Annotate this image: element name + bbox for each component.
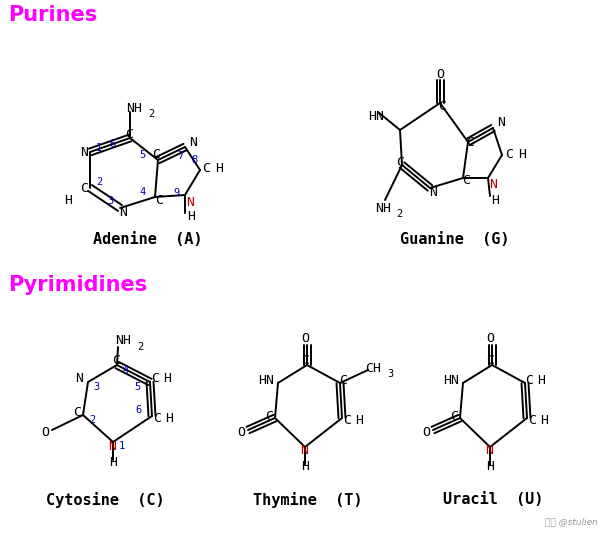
Text: HN: HN bbox=[443, 373, 459, 387]
Text: NH: NH bbox=[375, 201, 391, 215]
Text: H: H bbox=[165, 412, 173, 426]
Text: NH: NH bbox=[126, 101, 142, 114]
Text: N: N bbox=[119, 207, 127, 219]
Text: N: N bbox=[485, 444, 493, 458]
Text: C: C bbox=[202, 162, 210, 176]
Text: 7: 7 bbox=[177, 151, 183, 161]
Text: O: O bbox=[422, 426, 430, 438]
Text: HN: HN bbox=[368, 109, 384, 122]
Text: 9: 9 bbox=[173, 188, 179, 198]
Text: HN: HN bbox=[258, 373, 274, 387]
Text: 4: 4 bbox=[140, 187, 146, 197]
Text: H: H bbox=[537, 373, 545, 387]
Text: C: C bbox=[152, 148, 160, 161]
Text: 6: 6 bbox=[110, 139, 116, 149]
Text: N: N bbox=[108, 439, 116, 452]
Text: 3: 3 bbox=[93, 382, 99, 392]
Text: C: C bbox=[466, 136, 474, 148]
Text: O: O bbox=[41, 426, 49, 438]
Text: N: N bbox=[429, 186, 437, 200]
Text: C: C bbox=[80, 183, 88, 195]
Text: H: H bbox=[540, 414, 548, 428]
Text: C: C bbox=[343, 414, 351, 428]
Text: N: N bbox=[497, 116, 505, 130]
Text: H: H bbox=[187, 210, 195, 224]
Text: 5: 5 bbox=[134, 382, 140, 392]
Text: C: C bbox=[339, 374, 347, 388]
Text: 2: 2 bbox=[137, 342, 143, 352]
Text: Adenine  (A): Adenine (A) bbox=[93, 232, 203, 247]
Text: Guanine  (G): Guanine (G) bbox=[400, 232, 510, 247]
Text: C: C bbox=[301, 355, 309, 367]
Text: 4: 4 bbox=[123, 365, 129, 375]
Text: H: H bbox=[64, 194, 72, 208]
Text: Purines: Purines bbox=[8, 5, 97, 25]
Text: N: N bbox=[186, 195, 194, 208]
Text: 2: 2 bbox=[89, 415, 95, 425]
Text: Thymine  (T): Thymine (T) bbox=[253, 492, 363, 508]
Text: NH: NH bbox=[115, 334, 131, 348]
Text: C: C bbox=[438, 99, 446, 113]
Text: H: H bbox=[301, 460, 309, 474]
Text: C: C bbox=[153, 412, 161, 426]
Text: CH: CH bbox=[365, 362, 381, 374]
Text: H: H bbox=[215, 162, 223, 176]
Text: H: H bbox=[518, 147, 526, 161]
Text: Cytosine  (C): Cytosine (C) bbox=[46, 492, 164, 508]
Text: 6: 6 bbox=[135, 405, 141, 415]
Text: O: O bbox=[486, 332, 494, 344]
Text: 1: 1 bbox=[119, 441, 125, 451]
Text: N: N bbox=[489, 178, 497, 192]
Text: C: C bbox=[73, 406, 81, 420]
Text: 2: 2 bbox=[148, 109, 154, 119]
Text: 知乎 @stulien: 知乎 @stulien bbox=[545, 517, 598, 526]
Text: O: O bbox=[301, 332, 309, 344]
Text: C: C bbox=[462, 175, 470, 187]
Text: 2: 2 bbox=[396, 209, 402, 219]
Text: C: C bbox=[486, 355, 494, 367]
Text: C: C bbox=[396, 156, 404, 169]
Text: H: H bbox=[355, 414, 363, 428]
Text: C: C bbox=[505, 147, 513, 161]
Text: N: N bbox=[300, 444, 308, 458]
Text: C: C bbox=[450, 411, 458, 423]
Text: O: O bbox=[436, 67, 444, 81]
Text: Pyrimidines: Pyrimidines bbox=[8, 275, 147, 295]
Text: N: N bbox=[80, 145, 88, 159]
Text: 8: 8 bbox=[191, 155, 197, 165]
Text: N: N bbox=[75, 373, 83, 386]
Text: C: C bbox=[265, 411, 273, 423]
Text: 3: 3 bbox=[107, 196, 113, 206]
Text: O: O bbox=[237, 426, 245, 438]
Text: C: C bbox=[151, 373, 159, 386]
Text: 3: 3 bbox=[387, 369, 393, 379]
Text: C: C bbox=[125, 128, 133, 140]
Text: N: N bbox=[189, 136, 197, 148]
Text: C: C bbox=[112, 355, 120, 367]
Text: 5: 5 bbox=[139, 150, 145, 160]
Text: C: C bbox=[525, 373, 533, 387]
Text: H: H bbox=[486, 460, 494, 474]
Text: H: H bbox=[491, 193, 499, 207]
Text: 1: 1 bbox=[96, 143, 102, 153]
Text: C: C bbox=[155, 193, 163, 207]
Text: H: H bbox=[163, 373, 171, 386]
Text: H: H bbox=[109, 456, 117, 468]
Text: C: C bbox=[528, 414, 536, 428]
Text: Uracil  (U): Uracil (U) bbox=[443, 492, 543, 507]
Text: 2: 2 bbox=[96, 177, 102, 187]
